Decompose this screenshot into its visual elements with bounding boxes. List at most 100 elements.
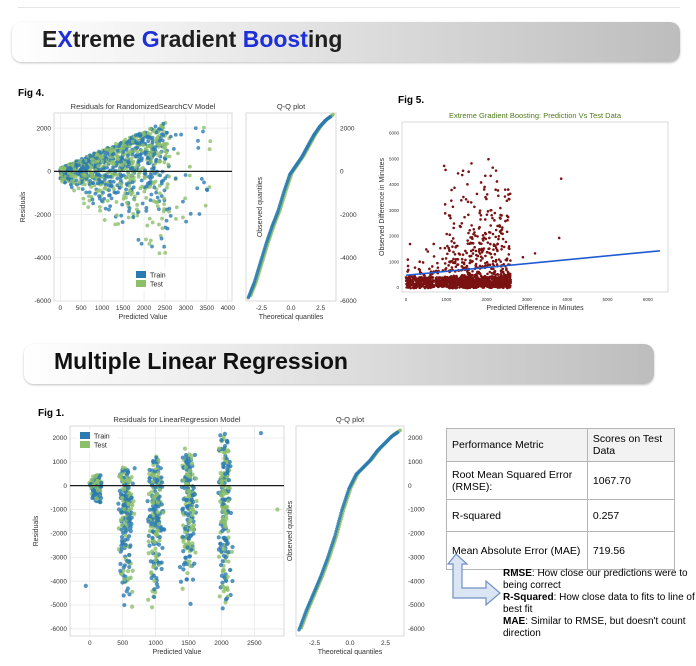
data-point — [126, 559, 132, 564]
data-point — [221, 546, 227, 552]
data-point — [84, 190, 89, 195]
data-point — [140, 201, 145, 206]
data-point — [452, 222, 456, 225]
data-point — [469, 241, 473, 245]
y-tick-label: -1000 — [50, 507, 67, 514]
data-point — [148, 127, 152, 131]
data-point — [486, 272, 489, 276]
data-point — [72, 188, 76, 193]
data-point — [135, 191, 140, 196]
data-point — [221, 461, 226, 466]
data-point — [129, 492, 134, 497]
data-point — [181, 539, 186, 544]
performance-metrics-table: Performance Metric Scores on Test Data R… — [446, 428, 676, 570]
x-tick-label: 0.0 — [286, 305, 295, 312]
chart-title: Q-Q plot — [336, 415, 365, 424]
data-point — [144, 184, 149, 189]
data-point — [471, 241, 475, 245]
data-point — [207, 185, 212, 190]
data-point — [404, 276, 408, 279]
data-point — [127, 592, 132, 597]
data-point — [192, 561, 197, 566]
data-point — [440, 282, 443, 286]
data-point — [469, 201, 473, 204]
data-point — [425, 278, 429, 282]
data-point — [428, 267, 431, 271]
data-point — [161, 121, 166, 126]
scatter-points — [58, 121, 213, 256]
x-tick-label: 0.0 — [345, 640, 354, 647]
plot-area — [401, 121, 669, 293]
data-point — [158, 173, 162, 178]
data-point — [496, 189, 500, 192]
y-tick-label: 2000 — [340, 125, 355, 132]
data-point — [149, 605, 155, 610]
data-point — [139, 241, 144, 246]
data-point — [479, 218, 482, 221]
data-point — [201, 129, 205, 134]
data-point — [159, 179, 164, 184]
data-point — [158, 528, 164, 533]
data-point — [93, 492, 98, 497]
title-fragment: treme — [72, 26, 142, 52]
data-point — [443, 262, 447, 265]
data-point — [188, 527, 193, 532]
qq-point — [331, 112, 335, 117]
x-tick-label: 3000 — [179, 305, 194, 312]
data-point — [156, 207, 161, 212]
y-tick-label: 6000 — [389, 131, 400, 136]
data-point — [486, 210, 490, 213]
data-point — [83, 182, 87, 187]
data-point — [418, 281, 421, 284]
data-point — [456, 263, 460, 266]
legend-label: Train — [94, 434, 110, 441]
xgb-section-banner: EXtreme Gradient Boosting — [12, 22, 680, 62]
data-point — [494, 228, 498, 232]
data-point — [500, 275, 504, 278]
data-point — [465, 251, 468, 255]
data-point — [124, 182, 129, 186]
data-point — [453, 279, 456, 283]
data-point — [477, 247, 481, 251]
data-point — [153, 124, 158, 129]
data-point — [220, 606, 225, 611]
fig1-qq-chart: -6000 -5000 -4000 -3000 -2000 -1000 0 1000 2000 -… — [287, 415, 425, 655]
data-point — [489, 224, 493, 227]
data-point — [144, 196, 149, 200]
y-tick-label: 2000 — [408, 435, 423, 442]
data-point — [106, 183, 111, 188]
data-point — [103, 185, 108, 190]
data-point — [132, 511, 137, 516]
title-fragment: radient — [159, 26, 243, 52]
x-tick-label: -2.5 — [256, 305, 268, 312]
data-point — [109, 146, 114, 151]
data-point — [71, 173, 76, 178]
data-point — [497, 284, 500, 287]
data-point — [505, 199, 509, 203]
data-point — [489, 252, 493, 256]
data-point — [108, 204, 113, 209]
x-tick-label: 500 — [76, 305, 87, 312]
data-point — [151, 460, 156, 465]
x-tick-label: 1500 — [116, 305, 131, 312]
data-point — [123, 497, 128, 502]
data-point — [487, 157, 490, 161]
data-point — [60, 179, 65, 184]
data-point — [479, 259, 483, 262]
data-point — [203, 203, 208, 208]
data-point — [167, 209, 171, 214]
data-point — [489, 174, 492, 178]
qq-point — [334, 529, 338, 534]
fig4-residuals-chart: -6000 -4000 -2000 0 2000 0 500 1000 1500 2000 2500… — [20, 102, 235, 321]
data-point — [477, 250, 481, 253]
data-point — [188, 563, 193, 568]
data-point — [490, 256, 494, 259]
data-point — [97, 188, 101, 192]
data-point — [105, 171, 110, 176]
data-point — [119, 510, 124, 515]
data-point — [226, 550, 231, 555]
y-tick-label: 1000 — [389, 259, 400, 264]
data-point — [103, 206, 108, 211]
data-point — [223, 504, 228, 509]
fig4-label: Fig 4. — [18, 88, 45, 99]
